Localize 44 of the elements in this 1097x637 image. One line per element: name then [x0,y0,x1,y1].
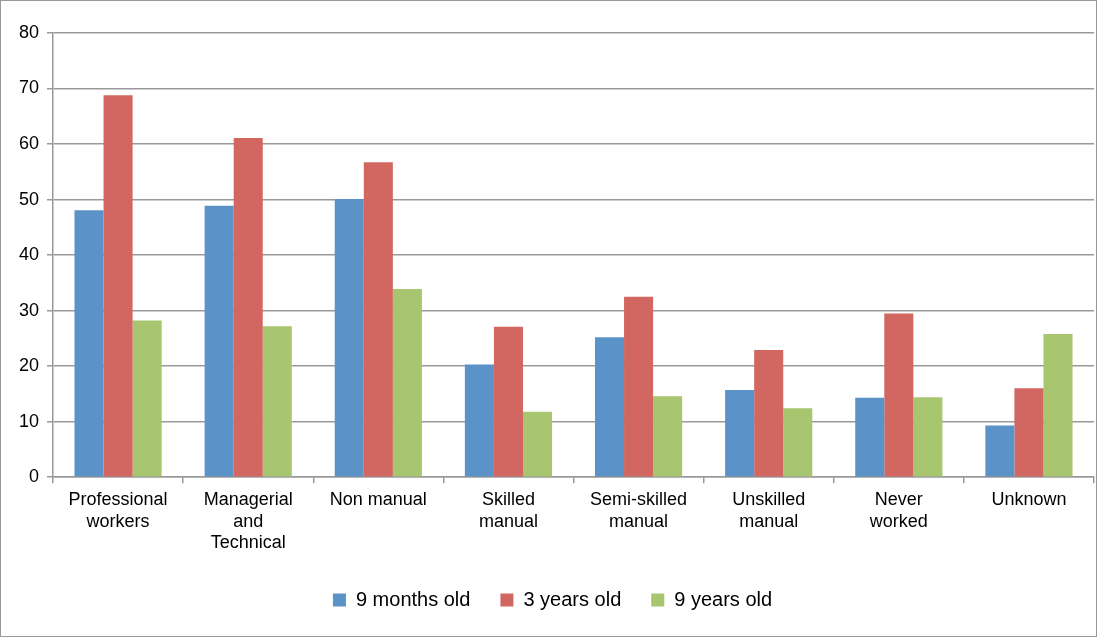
bar [1043,333,1073,477]
y-tick-label: 40 [18,244,40,265]
y-tick-label: 50 [18,188,40,209]
bar [1014,388,1044,477]
bar [522,411,553,477]
bar [464,364,494,477]
y-tick-label: 20 [18,355,40,376]
x-tick-label: Unskilled manual [732,488,806,531]
x-tick-label: Never worked [868,488,928,531]
bar [985,425,1015,477]
x-tick-label: Semi-skilled manual [590,488,688,531]
bar [103,95,133,477]
x-tick-label: Skilled manual [478,488,538,531]
bar [74,210,104,477]
bar [754,350,784,477]
bar [913,397,943,477]
bar [493,326,523,477]
bar [204,205,234,477]
y-tick-label: 30 [18,299,40,320]
x-tick-label: Professional workers [68,488,168,531]
bar [392,288,422,477]
bar [262,326,292,477]
bar [233,137,263,477]
bar [855,397,885,477]
y-tick-label: 80 [18,21,40,42]
bar [725,390,755,477]
y-tick-label: 70 [18,77,40,98]
bar [132,320,162,477]
bar [884,313,914,477]
bar [624,296,654,477]
y-tick-label: 10 [18,410,40,431]
x-tick-label: Non manual [329,488,427,509]
y-tick-label: 0 [29,466,40,487]
bar [334,199,364,477]
x-tick-label: Unknown [991,488,1067,509]
bar [363,162,393,477]
bar [594,337,625,477]
legend-label: 9 months old [355,587,471,610]
bar [783,408,813,477]
legend-label: 9 years old [674,587,773,610]
legend-label: 3 years old [523,587,622,610]
y-tick-label: 60 [18,133,40,154]
bar [653,396,683,477]
x-tick-label: Managerial and Technical [203,488,293,553]
